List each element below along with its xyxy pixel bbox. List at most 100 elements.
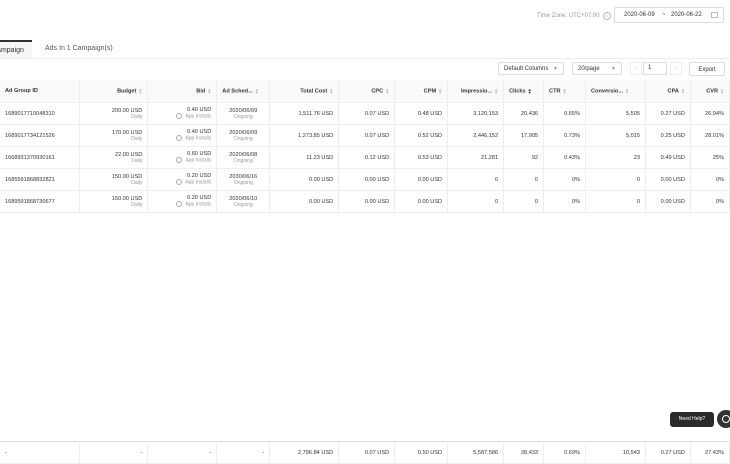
app-install-icon [176,113,183,120]
cpa-cell: 0.25 USD [645,124,691,147]
total-ctr: 0.69% [543,441,586,464]
total-cpm: 0.50 USD [394,441,449,464]
sort-icon[interactable]: ▲ ▼ [720,86,724,95]
col-header-budget[interactable]: Budget ▲ ▼ [79,80,149,103]
chevron-down-icon: ▼ [553,66,558,72]
col-header-cpa[interactable]: CPA ▲ ▼ [645,80,691,103]
cpa-cell: 0.27 USD [645,102,691,125]
budget-cell: 150.00 USD Daily [79,168,149,191]
schedule-cell: 2020/06/08 Ongoing [216,146,271,169]
app-install-icon [176,157,183,164]
page-number-input[interactable]: 1 [643,62,667,75]
cvr-cell: 25% [690,146,730,169]
help-chat-icon[interactable] [717,410,730,428]
table-row[interactable]: 1689591868730677 150.00 USD Daily 0.20 USD A… [0,190,730,213]
sort-desc-icon[interactable]: ▲ ▼ [527,86,532,95]
cpa-cell: 0.49 USD [645,146,691,169]
top-bar: Time Zone: UTC+07:00 i 2020-06-09 ~ 2020-… [0,0,730,36]
total-clicks: 38,433 [503,441,545,464]
cpm-cell: 0.00 USD [394,190,449,213]
ad-group-id[interactable]: 1689591868730677 [0,190,81,213]
col-header-total-cost[interactable]: Total Cost ▲ ▼ [269,80,340,103]
table-toolbar: Default Columns ▼ 20/page ▼ ‹ 1 › Export [0,62,730,76]
total-id: - [0,441,81,464]
ad-group-id[interactable]: 1689017734121526 [0,124,81,147]
sort-icon[interactable]: ▲ ▼ [438,86,443,95]
col-header-impressions[interactable]: Impressio... ▲ ▼ [447,80,505,103]
ctr-cell: 0.65% [543,102,586,125]
table-row[interactable]: 1668931370930161 22.00 USD Daily 0.60 USD Ap… [0,146,730,169]
col-header-cvr[interactable]: CVR ▲ ▼ [690,80,730,103]
cvr-cell: 0% [690,190,730,213]
tab-bar: Campaign Ads In 1 Campaign(s) [0,40,730,59]
total-cost-cell: 0.00 USD [269,190,340,213]
ctr-cell: 0% [543,190,586,213]
app-install-icon [176,135,183,142]
sort-icon[interactable]: ▲ ▼ [138,86,143,95]
impressions-cell: 0 [447,190,505,213]
next-page-button[interactable]: › [670,62,682,75]
ctr-cell: 0% [543,168,586,191]
cpm-cell: 0.53 USD [394,146,449,169]
sort-icon[interactable]: ▲ ▼ [207,86,212,95]
export-button[interactable]: Export [689,62,725,76]
app-install-icon [176,201,183,208]
sort-icon[interactable]: ▲ ▼ [562,86,567,95]
total-impressions: 5,587,586 [447,441,505,464]
col-header-ctr[interactable]: CTR ▲ ▼ [543,80,586,103]
budget-cell: 22.00 USD Daily [79,146,149,169]
sort-icon[interactable]: ▲ ▼ [625,86,629,95]
table-row[interactable]: 1685591868832821 150.00 USD Daily 0.20 USD A… [0,168,730,191]
col-header-conversions[interactable]: Conversio... ▲ ▼ [585,80,646,103]
tab-ads[interactable]: Ads In 1 Campaign(s) [45,45,113,52]
col-header-ad-group-id[interactable]: Ad Group ID [0,80,81,103]
clicks-cell: 17,905 [503,124,545,147]
col-header-cpm[interactable]: CPM ▲ ▼ [394,80,449,103]
date-range-picker[interactable]: 2020-06-09 ~ 2020-06-22 [614,7,724,23]
schedule-cell: 2020/06/10 Ongoing [216,190,271,213]
budget-cell: 170.00 USD Daily [79,124,149,147]
clicks-cell: 0 [503,190,545,213]
total-cost-cell: 11.23 USD [269,146,340,169]
prev-page-button[interactable]: ‹ [630,62,642,75]
total-cost-cell: 0.00 USD [269,168,340,191]
date-separator: ~ [662,12,666,18]
cpc-cell: 0.00 USD [338,190,396,213]
table-row[interactable]: 1689017734121526 170.00 USD Daily 0.40 USD A… [0,124,730,147]
sort-icon[interactable]: ▲ ▼ [680,86,685,95]
total-cost-cell: 1,511.76 USD [269,102,340,125]
bid-cell: 0.20 USD App Installs [147,168,218,191]
help-button[interactable]: Need Help? [670,412,714,427]
total-budget: - [79,441,149,464]
columns-select[interactable]: Default Columns ▼ [498,62,564,75]
bid-cell: 0.40 USD App Installs [147,102,218,125]
clicks-cell: 92 [503,146,545,169]
info-icon[interactable]: i [602,12,611,20]
col-header-ad-schedule[interactable]: Ad Sched... ▲ ▼ [216,80,271,103]
sort-icon[interactable]: ▲ ▼ [329,86,334,95]
col-header-clicks[interactable]: Clicks ▲ ▼ [503,80,545,103]
cpm-cell: 0.48 USD [394,102,449,125]
page-size-select[interactable]: 20/page ▼ [572,62,622,75]
col-header-bid[interactable]: Bid ▲ ▼ [147,80,218,103]
budget-cell: 150.00 USD Daily [79,190,149,213]
calendar-icon[interactable] [711,12,718,18]
cpa-cell: 0.00 USD [645,168,691,191]
ad-group-id[interactable]: 1685591868832821 [0,168,81,191]
sort-icon[interactable]: ▲ ▼ [385,86,390,95]
ad-group-id[interactable]: 1668931370930161 [0,146,81,169]
cpc-cell: 0.07 USD [338,102,396,125]
tab-campaign[interactable]: Campaign [0,40,32,58]
sort-icon[interactable]: ▲ ▼ [254,86,259,95]
app-install-icon [176,179,183,186]
cpc-cell: 0.07 USD [338,124,396,147]
sort-icon[interactable]: ▲ ▼ [494,86,499,95]
table-row[interactable]: 1689017710048310 200.00 USD Daily 0.40 USD A… [0,102,730,125]
total-conversions: 10,543 [585,441,646,464]
ad-group-id[interactable]: 1689017710048310 [0,102,81,125]
ad-group-table: Ad Group ID Budget ▲ ▼ Bid ▲ ▼ Ad Sched... ▲ ▼… [0,80,730,213]
col-header-cpc[interactable]: CPC ▲ ▼ [338,80,396,103]
conversions-cell: 0 [585,168,646,191]
ctr-cell: 0.73% [543,124,586,147]
total-cpa: 0.27 USD [645,441,691,464]
